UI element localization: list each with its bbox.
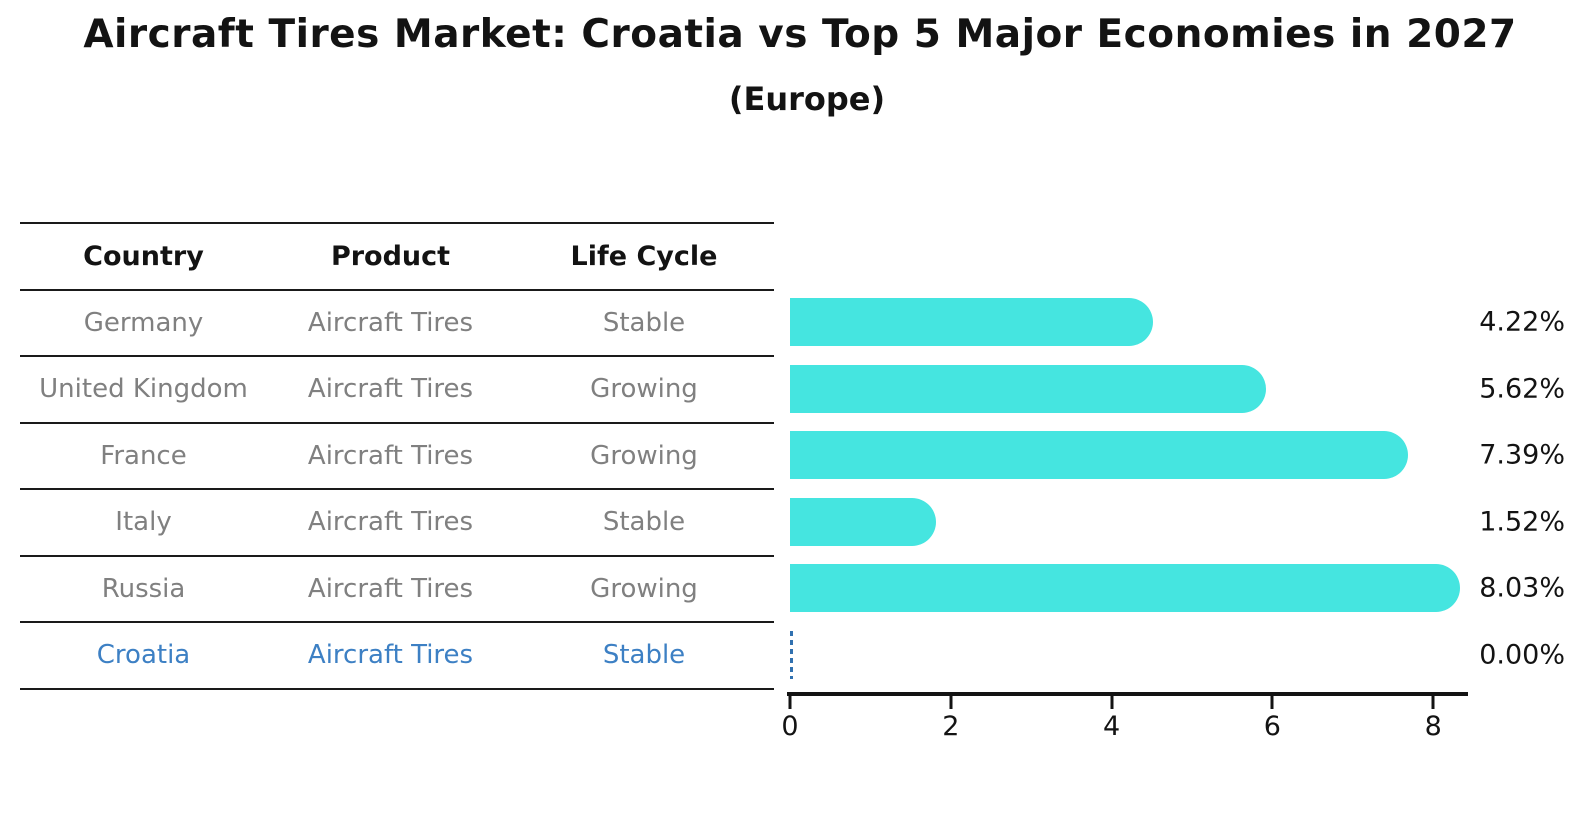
- cell-country: France: [100, 440, 187, 471]
- table-row-united-kingdom: United Kingdom Aircraft Tires Growing: [20, 355, 774, 422]
- table-row-italy: Italy Aircraft Tires Stable: [20, 488, 774, 555]
- bar-value-label-france: 7.39%: [1479, 439, 1565, 471]
- x-axis-tick-label: 6: [1263, 711, 1281, 742]
- bar-value-label-germany: 4.22%: [1479, 306, 1565, 338]
- cell-product: Aircraft Tires: [307, 640, 474, 671]
- x-axis-tick: [1110, 696, 1114, 709]
- x-axis-tick-label: 2: [942, 711, 960, 742]
- bar-italy: [790, 497, 937, 546]
- cell-life-cycle: Stable: [602, 507, 686, 538]
- cell-product: Aircraft Tires: [307, 374, 474, 405]
- bar-france: [790, 431, 1409, 480]
- table-row-germany: Germany Aircraft Tires Stable: [20, 288, 774, 356]
- cell-country: Germany: [83, 307, 204, 338]
- cell-life-cycle: Growing: [590, 440, 698, 471]
- table-row-croatia: Croatia Aircraft Tires Stable: [20, 621, 774, 688]
- cell-life-cycle: Stable: [602, 307, 686, 338]
- table-header-row: Country Product Life Cycle: [20, 222, 774, 289]
- cell-product: Aircraft Tires: [307, 573, 474, 604]
- bar-value-label-italy: 1.52%: [1479, 506, 1565, 538]
- x-axis-tick: [1270, 696, 1274, 709]
- bar-russia: [790, 564, 1460, 613]
- page-subtitle: (Europe): [728, 80, 886, 118]
- cell-product: Aircraft Tires: [307, 440, 474, 471]
- x-axis-tick-label: 4: [1103, 711, 1121, 742]
- market-table: Country Product Life Cycle Germany Aircr…: [20, 222, 774, 690]
- x-axis-tick: [788, 696, 792, 709]
- header-cell-life-cycle: Life Cycle: [570, 240, 718, 272]
- bar-germany: [790, 298, 1154, 347]
- cell-life-cycle: Stable: [602, 640, 686, 671]
- page-title: Aircraft Tires Market: Croatia vs Top 5 …: [83, 12, 1517, 57]
- bar-value-label-russia: 8.03%: [1479, 572, 1565, 604]
- bar-croatia-dashed: [790, 630, 793, 679]
- x-axis-tick-label: 0: [781, 711, 799, 742]
- cell-product: Aircraft Tires: [307, 307, 474, 338]
- x-axis-tick-label: 8: [1424, 711, 1442, 742]
- cell-life-cycle: Growing: [590, 374, 698, 405]
- x-axis-line: [787, 692, 1468, 696]
- cell-country: Croatia: [96, 640, 191, 671]
- header-cell-product: Product: [330, 240, 451, 272]
- bar-united-kingdom: [790, 364, 1266, 413]
- table-row-russia: Russia Aircraft Tires Growing: [20, 554, 774, 622]
- cell-country: Italy: [115, 507, 172, 538]
- header-cell-country: Country: [83, 240, 204, 272]
- x-axis-tick: [949, 696, 953, 709]
- table-row-france: France Aircraft Tires Growing: [20, 421, 774, 489]
- cell-life-cycle: Growing: [590, 573, 698, 604]
- cell-product: Aircraft Tires: [307, 507, 474, 538]
- bar-value-label-united-kingdom: 5.62%: [1479, 373, 1565, 405]
- cell-country: United Kingdom: [39, 374, 248, 405]
- bar-value-label-croatia: 0.00%: [1479, 639, 1565, 671]
- cell-country: Russia: [101, 573, 186, 604]
- x-axis-tick: [1431, 696, 1435, 709]
